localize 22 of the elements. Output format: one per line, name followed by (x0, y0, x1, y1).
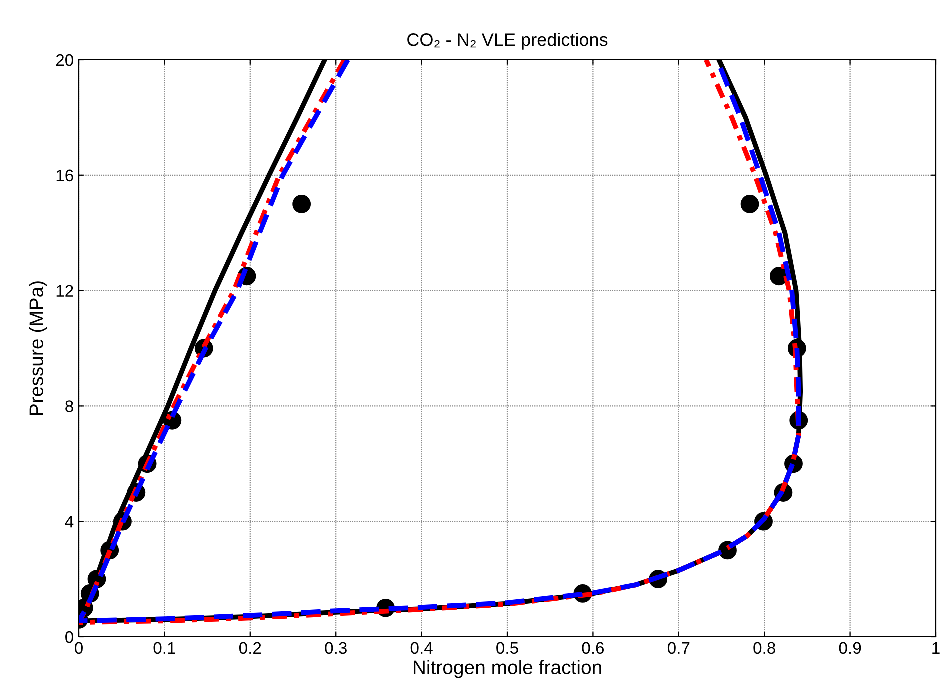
x-tick-label: 0 (75, 642, 83, 654)
x-tick-label: 1 (932, 642, 940, 654)
x-tick-label: 0.5 (496, 642, 518, 654)
y-tick-label: 20 (56, 54, 74, 66)
y-tick-label: 12 (56, 285, 74, 297)
point (740, 195, 760, 214)
x-tick-label: 0.7 (668, 642, 690, 654)
y-tick-label: 8 (66, 400, 74, 412)
x-tick-label: 0.3 (325, 642, 347, 654)
y-tick-label: 0 (66, 631, 74, 644)
x-tick-label: 0.9 (839, 642, 862, 654)
chart-title: CO₂ - N₂ VLE predictions (408, 33, 608, 50)
x-axis-title: Nitrogen mole fraction (414, 660, 602, 678)
y-axis-title: Pressure (MPa) (29, 282, 48, 415)
y-tick-label: 16 (56, 170, 74, 182)
x-tick-label: 0.1 (154, 642, 176, 654)
point (292, 195, 312, 214)
x-tick-label: 0.8 (754, 642, 776, 654)
x-tick-label: 0.6 (582, 642, 604, 654)
x-tick-label: 0.4 (410, 642, 433, 654)
y-tick-label: 4 (65, 516, 74, 528)
x-tick-label: 0.2 (239, 642, 262, 654)
